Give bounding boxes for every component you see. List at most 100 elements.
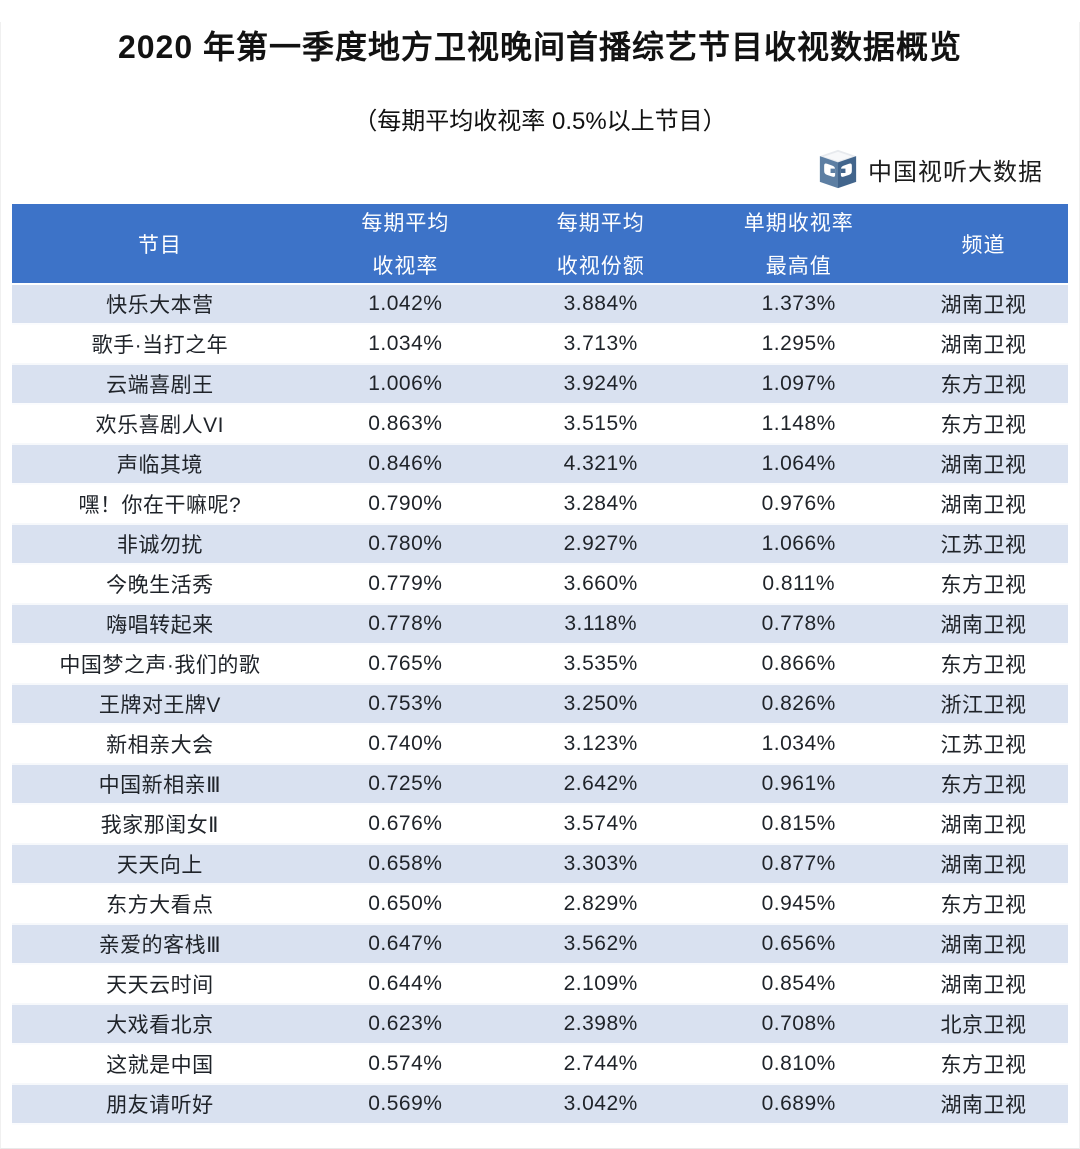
avg-rating-cell: 1.034% xyxy=(307,324,504,365)
channel-cell: 江苏卫视 xyxy=(899,724,1068,765)
max-rating-cell: 0.689% xyxy=(698,1084,900,1125)
table-row: 嘿！你在干嘛呢? 0.790% 3.284% 0.976% 湖南卫视 xyxy=(12,484,1068,525)
program-name-cell: 云端喜剧王 xyxy=(12,364,308,405)
avg-share-cell: 2.829% xyxy=(503,884,699,925)
avg-share-cell: 3.924% xyxy=(503,364,699,405)
table-row: 亲爱的客栈Ⅲ 0.647% 3.562% 0.656% 湖南卫视 xyxy=(12,924,1068,965)
max-rating-cell: 0.945% xyxy=(698,884,900,925)
table-row: 天天云时间 0.644% 2.109% 0.854% 湖南卫视 xyxy=(12,964,1068,1005)
table-header: 节目 每期平均 收视率 每期平均 收视份额 单期收视率 最高值 xyxy=(12,204,1068,285)
header-label: 每期平均 xyxy=(556,212,645,235)
avg-rating-cell: 0.650% xyxy=(307,884,504,925)
header-max-rating: 单期收视率 最高值 xyxy=(698,204,900,285)
table-body: 快乐大本营 1.042% 3.884% 1.373% 湖南卫视 歌手·当打之年 1.034%… xyxy=(12,284,1068,1125)
avg-rating-cell: 0.569% xyxy=(307,1084,504,1125)
channel-cell: 湖南卫视 xyxy=(899,844,1068,885)
table-row: 今晚生活秀 0.779% 3.660% 0.811% 东方卫视 xyxy=(12,564,1068,605)
table-row: 中国梦之声·我们的歌 0.765% 3.535% 0.866% 东方卫视 xyxy=(12,644,1068,685)
channel-cell: 东方卫视 xyxy=(899,644,1068,685)
table-row: 快乐大本营 1.042% 3.884% 1.373% 湖南卫视 xyxy=(12,284,1068,325)
program-name-cell: 声临其境 xyxy=(12,444,308,485)
max-rating-cell: 0.778% xyxy=(698,604,900,645)
channel-cell: 江苏卫视 xyxy=(899,524,1068,565)
header-label: 节目 xyxy=(137,233,182,257)
brand-name: 中国视听大数据 xyxy=(868,158,1043,186)
program-name-cell: 王牌对王牌V xyxy=(12,684,308,725)
avg-rating-cell: 0.790% xyxy=(307,484,504,525)
max-rating-cell: 0.866% xyxy=(698,644,900,685)
avg-rating-cell: 0.779% xyxy=(307,564,504,605)
avg-rating-cell: 0.647% xyxy=(307,924,504,965)
channel-cell: 湖南卫视 xyxy=(899,804,1068,845)
avg-rating-cell: 0.574% xyxy=(307,1044,504,1085)
table-row: 非诚勿扰 0.780% 2.927% 1.066% 江苏卫视 xyxy=(12,524,1068,565)
avg-rating-cell: 1.006% xyxy=(307,364,504,405)
page-title: 2020 年第一季度地方卫视晚间首播综艺节目收视数据概览 xyxy=(117,29,963,65)
max-rating-cell: 1.034% xyxy=(698,724,900,765)
avg-share-cell: 3.250% xyxy=(503,684,699,725)
avg-rating-cell: 0.740% xyxy=(307,724,504,765)
max-rating-cell: 0.708% xyxy=(698,1004,900,1045)
avg-share-cell: 4.321% xyxy=(503,444,699,485)
avg-rating-cell: 0.863% xyxy=(307,404,504,445)
program-name-cell: 天天云时间 xyxy=(12,964,308,1005)
avg-share-cell: 3.884% xyxy=(503,284,699,325)
program-name-cell: 我家那闺女Ⅱ xyxy=(12,804,308,845)
avg-share-cell: 3.660% xyxy=(503,564,699,605)
channel-cell: 东方卫视 xyxy=(899,884,1068,925)
avg-rating-cell: 0.644% xyxy=(307,964,504,1005)
table-row: 嗨唱转起来 0.778% 3.118% 0.778% 湖南卫视 xyxy=(12,604,1068,645)
max-rating-cell: 1.373% xyxy=(698,284,900,325)
max-rating-cell: 0.877% xyxy=(698,844,900,885)
program-name-cell: 东方大看点 xyxy=(12,884,308,925)
program-name-cell: 中国梦之声·我们的歌 xyxy=(12,644,308,685)
avg-share-cell: 3.042% xyxy=(503,1084,699,1125)
channel-cell: 湖南卫视 xyxy=(899,924,1068,965)
avg-share-cell: 3.284% xyxy=(503,484,699,525)
channel-cell: 湖南卫视 xyxy=(899,284,1068,325)
header-label: 每期平均 xyxy=(361,212,450,235)
avg-share-cell: 3.562% xyxy=(503,924,699,965)
avg-rating-cell: 1.042% xyxy=(307,284,504,325)
table-row: 新相亲大会 0.740% 3.123% 1.034% 江苏卫视 xyxy=(12,724,1068,765)
header-label: 单期收视率 xyxy=(743,212,854,235)
channel-cell: 湖南卫视 xyxy=(899,444,1068,485)
channel-cell: 浙江卫视 xyxy=(899,684,1068,725)
max-rating-cell: 0.656% xyxy=(698,924,900,965)
table-row: 中国新相亲Ⅲ 0.725% 2.642% 0.961% 东方卫视 xyxy=(12,764,1068,805)
table-row: 大戏看北京 0.623% 2.398% 0.708% 北京卫视 xyxy=(12,1004,1068,1045)
program-name-cell: 亲爱的客栈Ⅲ xyxy=(12,924,308,965)
program-name-cell: 朋友请听好 xyxy=(12,1084,308,1125)
max-rating-cell: 1.148% xyxy=(698,404,900,445)
open-book-logo-icon xyxy=(817,148,859,190)
max-rating-cell: 1.066% xyxy=(698,524,900,565)
program-name-cell: 今晚生活秀 xyxy=(12,564,308,605)
max-rating-cell: 1.097% xyxy=(698,364,900,405)
avg-share-cell: 3.515% xyxy=(503,404,699,445)
header-label: 频道 xyxy=(961,233,1006,257)
avg-share-cell: 3.574% xyxy=(503,804,699,845)
avg-share-cell: 2.109% xyxy=(503,964,699,1005)
avg-share-cell: 2.744% xyxy=(503,1044,699,1085)
header-channel: 频道 xyxy=(899,204,1068,285)
avg-share-cell: 2.398% xyxy=(503,1004,699,1045)
channel-cell: 东方卫视 xyxy=(899,404,1068,445)
header-program: 节目 xyxy=(12,204,308,285)
channel-cell: 湖南卫视 xyxy=(899,604,1068,645)
table-row: 声临其境 0.846% 4.321% 1.064% 湖南卫视 xyxy=(12,444,1068,485)
avg-share-cell: 3.118% xyxy=(503,604,699,645)
table-row: 王牌对王牌V 0.753% 3.250% 0.826% 浙江卫视 xyxy=(12,684,1068,725)
avg-share-cell: 3.123% xyxy=(503,724,699,765)
channel-cell: 北京卫视 xyxy=(899,1004,1068,1045)
avg-rating-cell: 0.658% xyxy=(307,844,504,885)
program-name-cell: 非诚勿扰 xyxy=(12,524,308,565)
table-row: 天天向上 0.658% 3.303% 0.877% 湖南卫视 xyxy=(12,844,1068,885)
program-name-cell: 歌手·当打之年 xyxy=(12,324,308,365)
channel-cell: 东方卫视 xyxy=(899,1044,1068,1085)
header-row: 节目 每期平均 收视率 每期平均 收视份额 单期收视率 最高值 xyxy=(12,204,1068,285)
max-rating-cell: 0.826% xyxy=(698,684,900,725)
avg-rating-cell: 0.778% xyxy=(307,604,504,645)
table-row: 朋友请听好 0.569% 3.042% 0.689% 湖南卫视 xyxy=(12,1084,1068,1125)
program-name-cell: 嘿！你在干嘛呢? xyxy=(12,484,308,525)
channel-cell: 东方卫视 xyxy=(899,364,1068,405)
